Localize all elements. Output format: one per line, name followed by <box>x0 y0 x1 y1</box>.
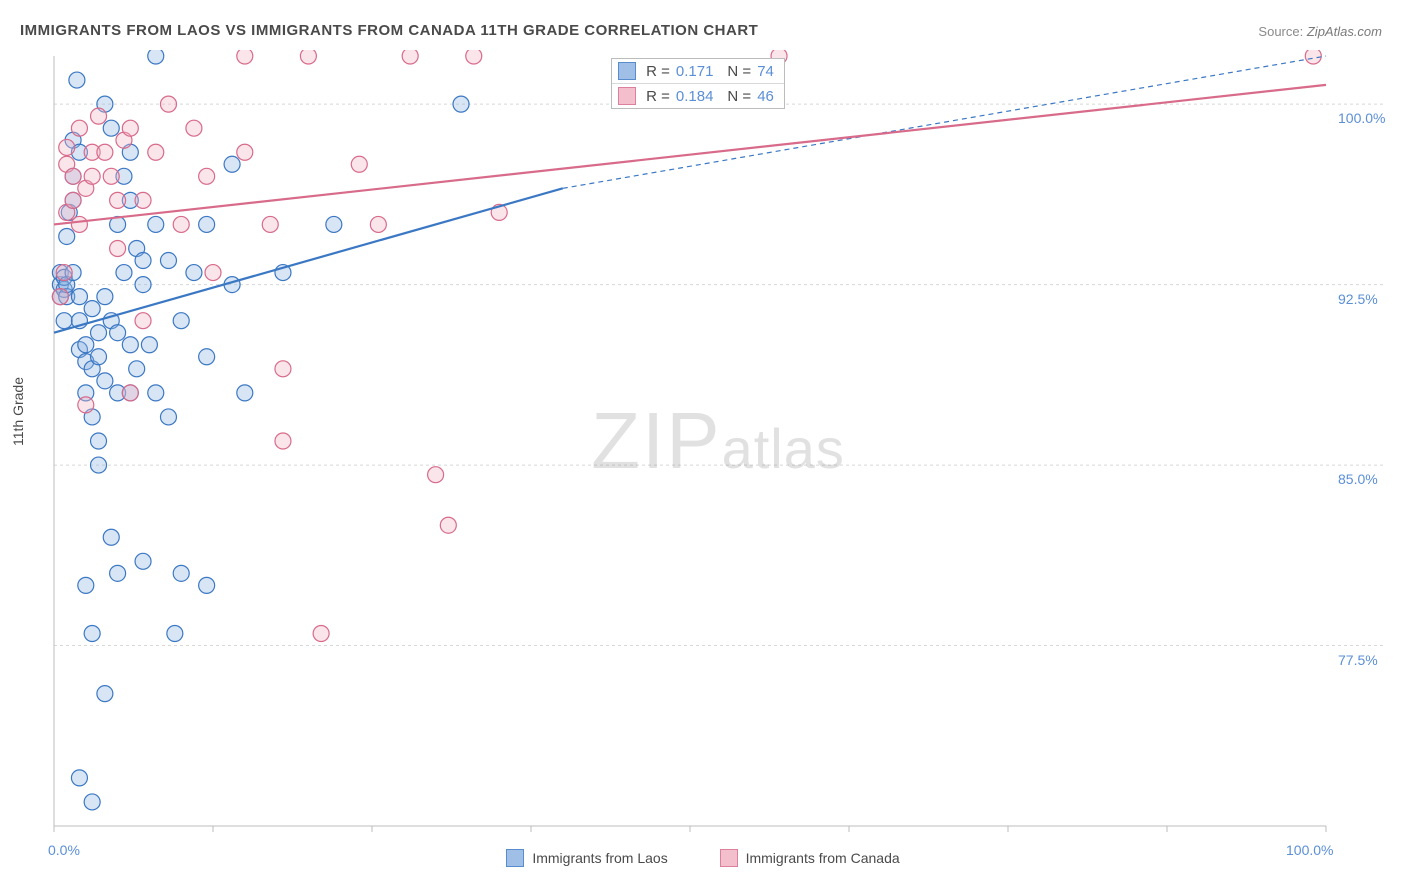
scatter-plot-svg <box>50 50 1386 832</box>
chart-title: IMMIGRANTS FROM LAOS VS IMMIGRANTS FROM … <box>20 22 758 39</box>
y-tick-label: 100.0% <box>1338 110 1385 126</box>
chart-container: IMMIGRANTS FROM LAOS VS IMMIGRANTS FROM … <box>0 0 1406 892</box>
stats-legend: R = 0.171 N = 74 R = 0.184 N = 46 <box>611 58 785 109</box>
legend-swatch-laos <box>506 849 524 867</box>
stats-n-label: N = <box>727 88 751 105</box>
stats-n-value: 46 <box>757 88 774 105</box>
stats-n-label: N = <box>727 63 751 80</box>
stats-n-value: 74 <box>757 63 774 80</box>
stats-swatch <box>618 62 636 80</box>
source-label: Source: <box>1258 24 1303 39</box>
y-tick-label: 85.0% <box>1338 471 1378 487</box>
legend-label-canada: Immigrants from Canada <box>746 850 900 866</box>
stats-swatch <box>618 87 636 105</box>
legend-item-canada: Immigrants from Canada <box>720 849 900 867</box>
stats-row: R = 0.171 N = 74 <box>612 59 784 84</box>
source-credit: Source: ZipAtlas.com <box>1258 24 1382 39</box>
legend-swatch-canada <box>720 849 738 867</box>
plot-area: ZIPatlas R =0.171N =74R =0.184N =46 <box>50 50 1386 832</box>
stats-r-label: R = <box>646 88 670 105</box>
legend-item-laos: Immigrants from Laos <box>506 849 667 867</box>
y-tick-label: 77.5% <box>1338 652 1378 668</box>
stats-r-label: R = <box>646 63 670 80</box>
stats-r-value: 0.184 <box>676 88 714 105</box>
stats-r-value: 0.171 <box>676 63 714 80</box>
y-tick-label: 92.5% <box>1338 291 1378 307</box>
stats-row: R = 0.184 N = 46 <box>612 84 784 108</box>
series-legend: Immigrants from Laos Immigrants from Can… <box>0 849 1406 870</box>
source-value: ZipAtlas.com <box>1307 24 1382 39</box>
legend-label-laos: Immigrants from Laos <box>532 850 667 866</box>
y-axis-title: 11th Grade <box>10 377 26 446</box>
